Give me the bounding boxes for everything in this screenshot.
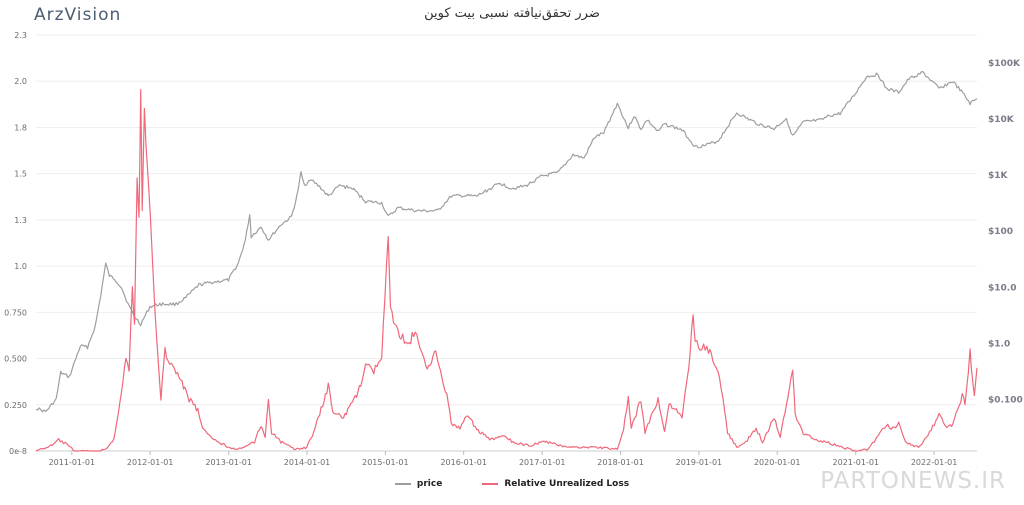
legend-item-relative-unrealized-loss[interactable]: Relative Unrealized Loss (482, 479, 629, 489)
legend-label-loss: Relative Unrealized Loss (504, 479, 630, 489)
right-tick-label: $1.0 (988, 339, 1010, 349)
left-tick-label: 2.0 (14, 77, 27, 86)
right-tick-label: $10K (988, 115, 1015, 125)
right-tick-label: $10.0 (988, 283, 1016, 293)
x-tick-label: 2016-01-01 (440, 458, 487, 467)
x-tick-label: 2014-01-01 (284, 458, 331, 467)
chart-title: ضرر تحقق‌نیافته نسبی بیت کوین (424, 6, 600, 21)
chart: 0e-8 0.250 0.500 0.750 1.0 1.3 1.5 1.8 2.0 2.3 $0… (4, 31, 1023, 467)
right-tick-label: $100 (988, 227, 1013, 237)
left-tick-label: 0.750 (4, 308, 27, 317)
logo: ArzVision (34, 5, 122, 25)
series-line-relative-unrealized-loss (35, 88, 978, 452)
left-tick-label: 0.500 (4, 355, 27, 364)
left-axis: 0e-8 0.250 0.500 0.750 1.0 1.3 1.5 1.8 2.0 2.3 (4, 31, 27, 456)
legend-swatch-loss (482, 483, 499, 485)
legend-swatch-price (394, 483, 411, 485)
x-tick-label: 2015-01-01 (362, 458, 409, 467)
left-tick-label: 1.5 (14, 170, 27, 179)
left-tick-label: 0.250 (4, 401, 27, 410)
left-tick-label: 1.0 (14, 262, 27, 271)
left-tick-label: 1.3 (14, 216, 27, 225)
left-tick-label: 2.3 (14, 31, 27, 40)
x-axis: 2011-01-01 2012-01-01 2013-01-01 2014-01-01… (36, 450, 977, 467)
series-line-price (35, 70, 978, 413)
legend-label-price: price (416, 479, 443, 489)
right-tick-label: $1K (988, 171, 1009, 181)
grid-lines (36, 34, 977, 452)
right-tick-label: $0.100 (988, 395, 1023, 405)
watermark: PARTONEWS.IR (820, 468, 1006, 494)
legend-item-price[interactable]: price (394, 479, 443, 489)
x-tick-label: 2018-01-01 (597, 458, 644, 467)
x-tick-label: 2017-01-01 (519, 458, 566, 467)
x-tick-label: 2012-01-01 (127, 458, 174, 467)
x-tick-label: 2013-01-01 (205, 458, 252, 467)
left-tick-label: 0e-8 (9, 447, 27, 456)
x-tick-label: 2022-01-01 (911, 458, 958, 467)
legend: price Relative Unrealized Loss (0, 479, 1024, 489)
x-tick-label: 2019-01-01 (676, 458, 723, 467)
x-tick-label: 2011-01-01 (49, 458, 96, 467)
x-tick-label: 2021-01-01 (833, 458, 880, 467)
series-lines (35, 70, 978, 452)
left-tick-label: 1.8 (14, 123, 27, 132)
right-axis: $0.100 $1.0 $10.0 $100 $1K $10K $100K (988, 59, 1023, 405)
x-tick-label: 2020-01-01 (754, 458, 801, 467)
right-tick-label: $100K (988, 59, 1021, 69)
